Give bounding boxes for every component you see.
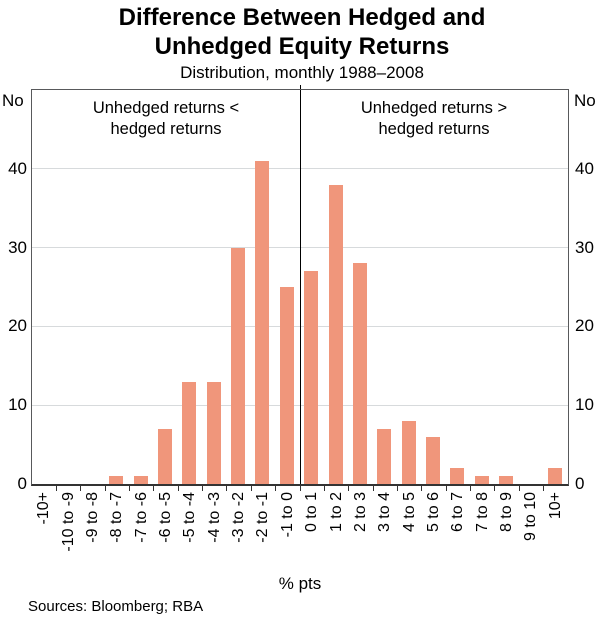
x-axis-title: % pts [278, 574, 322, 593]
bar-5 to 6 [426, 436, 440, 484]
chart-title-line1: Difference Between Hedged and [118, 4, 486, 31]
y-tick-right-0: 0 [575, 474, 585, 493]
bar--2 to -1 [255, 160, 270, 484]
x-tick-label--10+: -10+ [35, 492, 53, 525]
y-tick-left-20: 20 [8, 316, 27, 336]
y-tick-right-10: 10 [575, 395, 594, 415]
x-tick-label-4 to 5: 4 to 5 [400, 492, 418, 533]
x-tick-label--8 to -7: -8 to -7 [108, 492, 126, 543]
zero-divider-top-tick [299, 85, 301, 89]
y-tick-right-20: 20 [575, 316, 594, 336]
x-tick-label--5 to -4: -5 to -4 [181, 492, 199, 543]
y-tick-left-10: 10 [8, 395, 27, 415]
annotation-right-line2: hedged returns [378, 120, 490, 138]
bar-7 to 8 [474, 476, 489, 484]
x-tick-label-10+: 10+ [546, 492, 564, 520]
x-tick-label-2 to 3: 2 to 3 [351, 492, 369, 533]
plot-area: Unhedged returns < hedged returns Unhedg… [31, 89, 569, 486]
bar-10+ [547, 468, 562, 484]
x-tick-label-0 to 1: 0 to 1 [303, 492, 321, 533]
x-axis-tick [372, 486, 374, 491]
x-axis-tick [396, 486, 398, 491]
bar-8 to 9 [499, 476, 514, 484]
bar--1 to 0 [279, 287, 294, 484]
x-axis-tick [128, 486, 130, 491]
x-tick-label--3 to -2: -3 to -2 [230, 492, 248, 543]
x-axis-tick [494, 486, 496, 491]
x-tick-label-5 to 6: 5 to 6 [425, 492, 442, 533]
x-axis-tick [104, 486, 106, 491]
x-tick-label--1 to 0: -1 to 0 [278, 492, 296, 538]
y-tick-left-0: 0 [17, 474, 27, 493]
bar-1 to 2 [328, 184, 343, 484]
bar--5 to -4 [182, 381, 197, 484]
x-tick-label-7 to 8: 7 to 8 [473, 492, 491, 533]
bar-6 to 7 [450, 468, 465, 484]
y-tick-right-30: 30 [575, 237, 594, 257]
x-axis-tick [250, 486, 252, 491]
x-axis-tick [153, 486, 155, 491]
x-tick-label-6 to 7: 6 to 7 [449, 492, 467, 533]
x-tick-label-1 to 2: 1 to 2 [327, 492, 345, 533]
x-axis-tick [445, 486, 447, 491]
x-tick-label-3 to 4: 3 to 4 [376, 492, 394, 533]
y-tick-left-30: 30 [8, 237, 27, 257]
zero-divider-line [299, 90, 301, 484]
x-axis-tick [202, 486, 204, 491]
x-axis-tick [299, 486, 301, 491]
bar-4 to 5 [401, 420, 416, 484]
x-axis-tick [323, 486, 325, 491]
annotation-left: Unhedged returns < hedged returns [32, 98, 300, 140]
bar--6 to -5 [158, 428, 172, 484]
x-tick-label--9 to -8: -9 to -8 [83, 492, 101, 543]
x-axis-tick [518, 486, 520, 491]
x-axis-tick [543, 486, 545, 491]
x-tick-label--10 to -9: -10 to -9 [59, 492, 77, 552]
x-tick-label--6 to -5: -6 to -5 [157, 492, 174, 543]
y-axis-unit-right: No [574, 91, 596, 110]
y-tick-left-40: 40 [8, 158, 27, 178]
x-axis-tick [226, 486, 228, 491]
x-axis-tick [275, 486, 277, 491]
bar-3 to 4 [377, 428, 392, 484]
x-tick-label--7 to -6: -7 to -6 [132, 492, 150, 543]
chart-subtitle: Distribution, monthly 1988–2008 [180, 63, 424, 82]
bar-2 to 3 [352, 263, 367, 484]
x-tick-label--4 to -3: -4 to -3 [205, 492, 223, 543]
bar-0 to 1 [304, 271, 319, 484]
x-axis-tick [177, 486, 179, 491]
x-axis-tick [348, 486, 350, 491]
x-tick-label-8 to 9: 8 to 9 [498, 492, 516, 533]
chart-title-line2: Unhedged Equity Returns [154, 33, 450, 60]
y-axis-unit-left: No [2, 91, 24, 110]
y-tick-right-40: 40 [575, 158, 594, 178]
x-axis-tick [470, 486, 472, 491]
sources-note: Sources: Bloomberg; RBA [28, 598, 204, 615]
bar--3 to -2 [231, 247, 246, 484]
chart-title: Difference Between Hedged and Unhedged E… [0, 3, 604, 61]
x-tick-label--2 to -1: -2 to -1 [254, 492, 272, 543]
bar--8 to -7 [109, 476, 124, 484]
bar--4 to -3 [206, 381, 221, 484]
x-axis-tick [55, 486, 57, 491]
x-tick-label-9 to 10: 9 to 10 [522, 492, 540, 541]
annotation-right-line1: Unhedged returns > [360, 99, 508, 117]
annotation-right: Unhedged returns > hedged returns [300, 98, 568, 140]
x-axis-tick [80, 486, 82, 491]
annotation-left-line1: Unhedged returns < [92, 99, 240, 117]
x-axis-tick [421, 486, 423, 491]
annotation-left-line2: hedged returns [110, 120, 222, 138]
bar--7 to -6 [133, 476, 148, 484]
